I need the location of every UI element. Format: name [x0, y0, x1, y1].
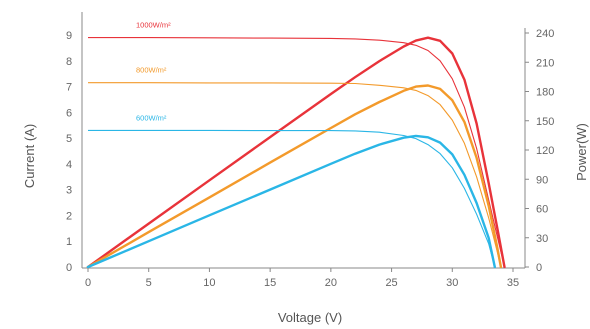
- series-label: 800W/m²: [136, 66, 167, 75]
- left-y-tick-label: 4: [66, 159, 72, 171]
- right-y-tick-label: 60: [536, 204, 548, 216]
- left-y-tick-label: 3: [66, 185, 72, 197]
- left-y-tick-label: 2: [66, 210, 72, 222]
- series-labels: 1000W/m² 800W/m² 600W/m²: [136, 21, 171, 123]
- left-y-tick-label: 7: [66, 82, 72, 94]
- series-label: 600W/m²: [136, 113, 167, 122]
- series-layer: [86, 36, 506, 269]
- power-curve: [86, 134, 496, 269]
- x-tick-label: 25: [385, 277, 397, 289]
- right-y-tick-label: 0: [536, 262, 542, 274]
- left-y-tick-label: 9: [66, 30, 72, 42]
- left-y-axis-title: Current (A): [22, 124, 37, 188]
- x-axis-title: Voltage (V): [278, 310, 342, 325]
- right-y-tick-label: 150: [536, 116, 554, 128]
- x-tick-label: 30: [446, 277, 458, 289]
- axes: [81, 12, 526, 269]
- iv-curve: [88, 37, 506, 268]
- left-y-tick-label: 8: [66, 56, 72, 68]
- x-tick-label: 35: [507, 277, 519, 289]
- left-y-tick-label: 1: [66, 236, 72, 248]
- x-tick-label: 0: [85, 277, 91, 289]
- x-tick-label: 10: [203, 277, 215, 289]
- left-y-tick-label: 6: [66, 107, 72, 119]
- power-curve: [86, 36, 506, 269]
- left-y-tick-labels: 0 1 2 3 4 5 6 7 8 9: [66, 30, 72, 274]
- right-y-tick-label: 180: [536, 87, 554, 99]
- left-y-tick-label: 0: [66, 262, 72, 274]
- series-label: 1000W/m²: [136, 21, 171, 30]
- iv-curve: [88, 82, 502, 268]
- right-y-tick-label: 210: [536, 57, 554, 69]
- power-curve: [86, 84, 503, 269]
- right-y-tick-labels: 0 30 60 90 120 150 180 210 240: [536, 28, 554, 274]
- x-tick-label: 20: [325, 277, 337, 289]
- right-y-tick-label: 90: [536, 174, 548, 186]
- x-tick-label: 5: [146, 277, 152, 289]
- right-y-axis-title: Power(W): [574, 123, 589, 181]
- left-y-tick-label: 5: [66, 133, 72, 145]
- right-y-tick-label: 120: [536, 145, 554, 157]
- tick-marks: [87, 32, 529, 272]
- x-tick-label: 15: [264, 277, 276, 289]
- right-y-tick-label: 240: [536, 28, 554, 40]
- right-y-tick-label: 30: [536, 233, 548, 245]
- x-tick-labels: 0 5 10 15 20 25 30 35: [85, 277, 519, 289]
